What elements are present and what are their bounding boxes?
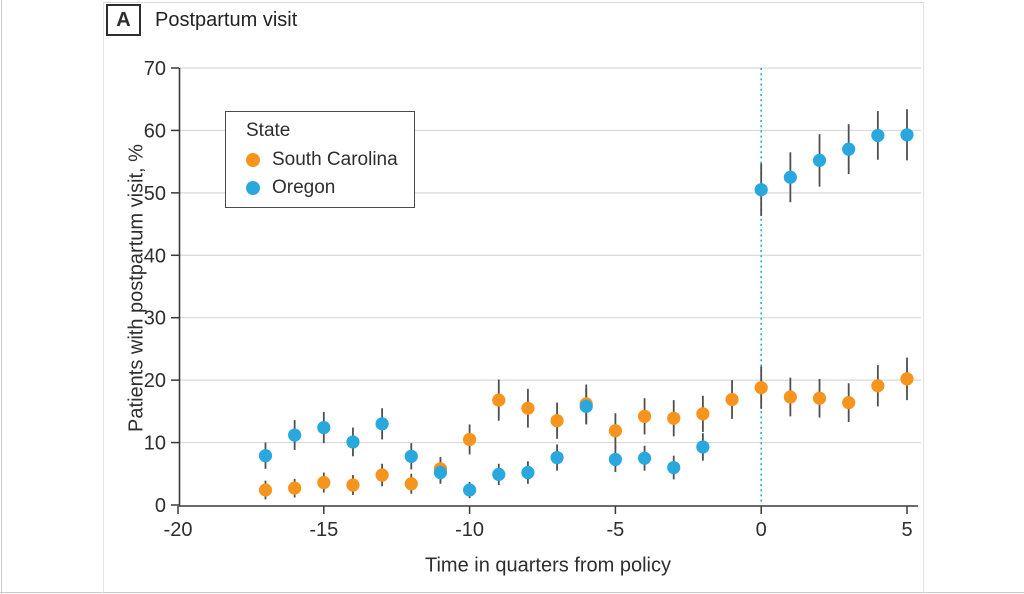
data-point-south-carolina [258, 483, 273, 497]
data-point-oregon [579, 399, 593, 413]
figure-header: A Postpartum visit [106, 4, 298, 36]
data-point-south-carolina [783, 390, 797, 404]
data-point-oregon [754, 183, 768, 197]
data-point-south-carolina [667, 411, 681, 425]
data-point-south-carolina [696, 407, 710, 421]
data-point-oregon [433, 465, 448, 480]
panel-label-badge: A [106, 4, 141, 36]
data-point-oregon [375, 417, 389, 431]
data-point-south-carolina [725, 392, 739, 407]
data-point-oregon [550, 450, 564, 465]
data-point-south-carolina [608, 424, 623, 438]
data-point-south-carolina [842, 396, 856, 410]
y-tick-label: 10 [144, 433, 166, 455]
data-point-oregon [288, 428, 302, 442]
y-tick-label: 30 [144, 308, 166, 330]
legend: State South Carolina Oregon [225, 111, 415, 208]
y-tick-label: 40 [144, 245, 166, 267]
data-point-oregon [871, 128, 885, 143]
legend-title: State [246, 120, 291, 141]
data-point-oregon [258, 449, 273, 463]
legend-item-label: Oregon [272, 177, 336, 198]
data-point-south-carolina [492, 393, 506, 407]
x-axis-label: Time in quarters from policy [425, 554, 671, 577]
data-point-south-carolina [754, 381, 768, 395]
data-point-south-carolina [550, 414, 564, 428]
x-tick-label: -15 [309, 519, 338, 541]
y-tick-label: 60 [144, 120, 166, 142]
y-tick-label: 0 [155, 495, 166, 517]
x-tick-label: 0 [756, 519, 767, 541]
data-point-oregon [346, 435, 360, 449]
y-tick-label: 70 [144, 58, 166, 80]
oregon-dot-icon [246, 181, 260, 195]
data-point-oregon [842, 142, 856, 156]
legend-item-south-carolina: South Carolina [246, 146, 414, 174]
data-point-oregon [637, 451, 652, 465]
data-point-south-carolina [404, 477, 418, 491]
data-point-south-carolina [637, 409, 652, 423]
data-point-south-carolina [900, 372, 914, 386]
figure-frame [103, 2, 924, 594]
x-tick-label: -20 [164, 519, 193, 541]
x-tick-label: 5 [901, 519, 912, 541]
data-point-south-carolina [521, 401, 535, 415]
data-point-south-carolina [463, 432, 477, 447]
data-point-oregon [521, 465, 535, 480]
south-carolina-dot-icon [246, 153, 260, 167]
data-point-south-carolina [375, 468, 389, 482]
data-point-south-carolina [812, 391, 827, 405]
page-edge-bottom [0, 592, 1024, 593]
data-point-oregon [404, 449, 418, 463]
data-point-south-carolina [317, 475, 331, 490]
data-point-south-carolina [288, 481, 302, 495]
data-point-south-carolina [871, 379, 885, 393]
x-tick-label: -5 [607, 519, 625, 541]
data-point-oregon [608, 452, 623, 467]
y-axis-label: Patients with postpartum visit, % [125, 144, 148, 432]
data-point-oregon [463, 483, 477, 497]
x-tick-label: -10 [455, 519, 484, 541]
data-point-oregon [812, 153, 827, 167]
page-edge-left [1, 0, 2, 594]
data-point-south-carolina [346, 478, 360, 492]
y-tick-label: 50 [144, 183, 166, 205]
data-point-oregon [783, 170, 797, 184]
legend-item-oregon: Oregon [246, 174, 414, 202]
data-point-oregon [696, 440, 710, 454]
legend-item-label: South Carolina [272, 149, 398, 170]
data-point-oregon [492, 467, 506, 482]
data-point-oregon [317, 420, 331, 435]
data-point-oregon [900, 128, 914, 142]
panel-title: Postpartum visit [155, 8, 298, 31]
y-tick-label: 20 [144, 370, 166, 392]
data-point-oregon [667, 460, 681, 475]
